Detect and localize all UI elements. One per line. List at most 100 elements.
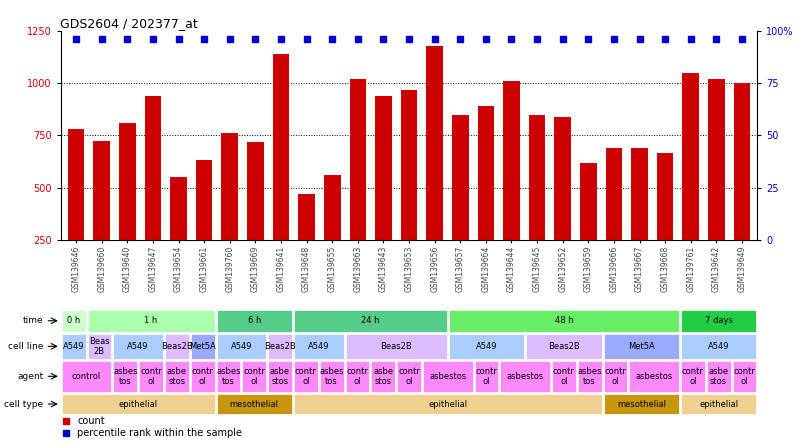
Text: A549: A549	[63, 342, 84, 351]
Bar	[681, 394, 757, 414]
Text: 7 days: 7 days	[705, 316, 732, 325]
Bar	[475, 361, 498, 392]
Bar	[554, 117, 571, 292]
Bar	[221, 133, 238, 292]
Bar	[683, 73, 699, 292]
Text: A549: A549	[308, 342, 330, 351]
Bar	[216, 309, 292, 332]
Text: percentile rank within the sample: percentile rank within the sample	[77, 428, 242, 439]
Bar	[371, 361, 395, 392]
Text: agent: agent	[17, 372, 43, 381]
Text: Beas
2B: Beas 2B	[89, 337, 110, 356]
Bar	[629, 361, 679, 392]
Bar	[349, 79, 366, 292]
Text: A549: A549	[231, 342, 252, 351]
Bar	[170, 177, 187, 292]
Bar	[734, 83, 750, 292]
Bar	[452, 115, 469, 292]
Bar	[62, 309, 86, 332]
Text: Met5A: Met5A	[190, 342, 216, 351]
Bar	[87, 334, 111, 359]
Text: epithelial: epithelial	[118, 400, 158, 408]
Bar	[552, 361, 576, 392]
Text: contr
ol: contr ol	[734, 367, 756, 386]
Text: 48 h: 48 h	[555, 316, 573, 325]
Bar	[529, 115, 545, 292]
Bar	[732, 361, 757, 392]
Bar	[346, 334, 447, 359]
Text: Beas2B: Beas2B	[264, 342, 296, 351]
Bar	[426, 46, 443, 292]
Text: 6 h: 6 h	[248, 316, 261, 325]
Bar	[578, 361, 602, 392]
Bar	[603, 361, 627, 392]
Bar	[449, 334, 524, 359]
Bar	[603, 334, 679, 359]
Bar	[346, 361, 369, 392]
Bar	[631, 148, 648, 292]
Bar	[501, 361, 550, 392]
Bar	[113, 334, 163, 359]
Bar	[165, 361, 189, 392]
Text: 24 h: 24 h	[361, 316, 380, 325]
Text: time: time	[23, 316, 43, 325]
Bar	[68, 129, 84, 292]
Text: contr
ol: contr ol	[243, 367, 265, 386]
Bar	[423, 361, 472, 392]
Text: epithelial: epithelial	[428, 400, 467, 408]
Text: A549: A549	[475, 342, 497, 351]
Bar	[268, 334, 292, 359]
Text: mesothelial: mesothelial	[230, 400, 279, 408]
Text: contr
ol: contr ol	[347, 367, 369, 386]
Text: contr
ol: contr ol	[140, 367, 162, 386]
Text: 1 h: 1 h	[144, 316, 158, 325]
Bar	[681, 334, 757, 359]
Text: A549: A549	[708, 342, 729, 351]
Bar	[449, 309, 679, 332]
Bar	[401, 90, 417, 292]
Text: asbe
stos: asbe stos	[709, 367, 729, 386]
Text: mesothelial: mesothelial	[616, 400, 666, 408]
Bar	[62, 334, 86, 359]
Bar	[707, 361, 731, 392]
Text: Met5A: Met5A	[628, 342, 654, 351]
Text: Beas2B: Beas2B	[548, 342, 580, 351]
Bar	[580, 163, 597, 292]
Bar	[62, 394, 215, 414]
Text: control: control	[72, 372, 101, 381]
Text: cell type: cell type	[4, 400, 43, 408]
Text: contr
ol: contr ol	[682, 367, 704, 386]
Text: contr
ol: contr ol	[295, 367, 317, 386]
Text: asbe
stos: asbe stos	[373, 367, 394, 386]
Bar	[139, 361, 163, 392]
Bar	[708, 79, 725, 292]
Bar	[191, 361, 215, 392]
Bar	[294, 361, 318, 392]
Bar	[298, 194, 315, 292]
Bar	[397, 361, 421, 392]
Bar	[681, 361, 705, 392]
Bar	[113, 361, 137, 392]
Text: contr
ol: contr ol	[475, 367, 497, 386]
Text: epithelial: epithelial	[699, 400, 738, 408]
Bar	[196, 160, 212, 292]
Text: Beas2B: Beas2B	[380, 342, 412, 351]
Bar	[294, 334, 343, 359]
Text: cell line: cell line	[8, 342, 43, 351]
Bar	[526, 334, 602, 359]
Text: contr
ol: contr ol	[553, 367, 575, 386]
Bar	[119, 123, 135, 292]
Bar	[681, 309, 757, 332]
Bar	[657, 153, 673, 292]
Text: contr
ol: contr ol	[604, 367, 626, 386]
Bar	[375, 96, 392, 292]
Bar	[242, 361, 266, 392]
Text: 0 h: 0 h	[67, 316, 80, 325]
Bar	[216, 394, 292, 414]
Text: contr
ol: contr ol	[398, 367, 420, 386]
Bar	[268, 361, 292, 392]
Bar	[62, 361, 111, 392]
Bar	[216, 334, 266, 359]
Text: asbes
tos: asbes tos	[319, 367, 344, 386]
Text: asbestos: asbestos	[506, 372, 544, 381]
